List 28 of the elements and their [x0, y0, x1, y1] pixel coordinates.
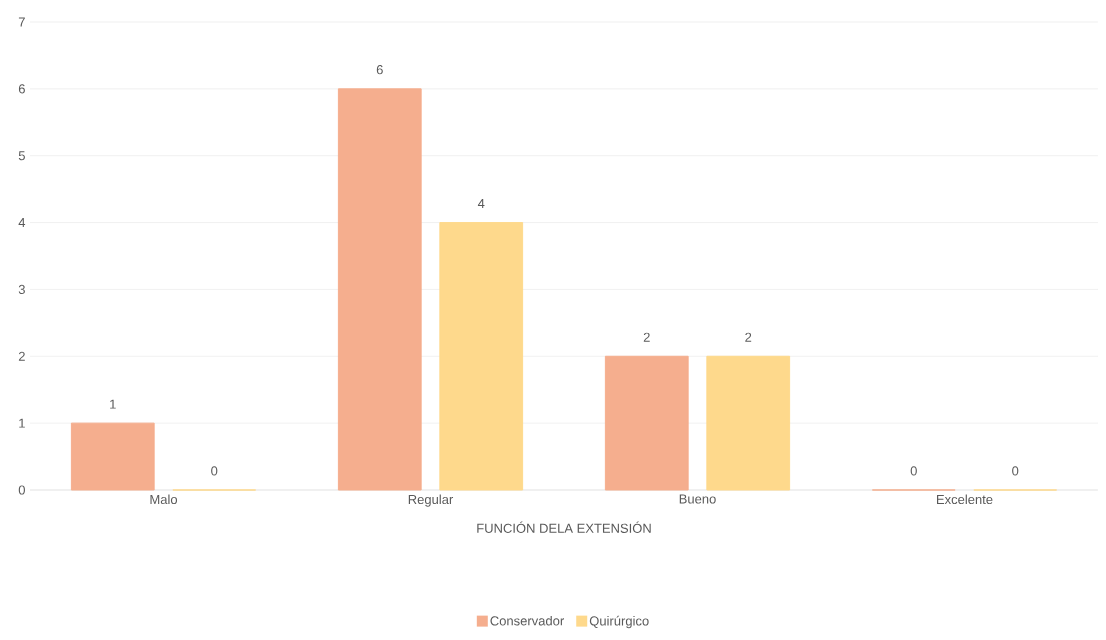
y-tick-label: 5 — [18, 151, 25, 161]
y-tick-label: 7 — [18, 17, 25, 27]
legend-label: Conservador — [490, 615, 564, 626]
data-label: 1 — [110, 399, 116, 409]
x-tick-label: Regular — [408, 494, 454, 507]
x-tick-label: Excelente — [937, 494, 993, 505]
data-label: 0 — [1012, 466, 1019, 476]
bar — [337, 88, 422, 491]
bar — [706, 355, 791, 491]
x-tick-label: Malo — [150, 494, 178, 505]
bar — [604, 355, 689, 491]
y-tick-label: 2 — [18, 351, 25, 361]
data-label: 2 — [643, 332, 650, 342]
data-label: 6 — [376, 65, 383, 75]
y-tick-label: 1 — [19, 418, 25, 428]
y-tick-label: 6 — [18, 84, 25, 94]
data-label: 2 — [745, 332, 752, 342]
data-label: 0 — [211, 466, 218, 476]
data-label: 4 — [477, 199, 485, 209]
y-tick-label: 4 — [18, 218, 26, 228]
y-tick-label: 3 — [18, 284, 25, 295]
bar — [439, 222, 524, 491]
data-label: 0 — [910, 466, 917, 476]
bar — [70, 422, 155, 491]
x-axis-title: FUNCIÓN DELA EXTENSIÓN — [477, 521, 651, 533]
y-tick-label: 0 — [18, 485, 25, 495]
x-tick-label: Bueno — [679, 494, 716, 504]
legend-label: Quirúrgico — [589, 615, 649, 629]
